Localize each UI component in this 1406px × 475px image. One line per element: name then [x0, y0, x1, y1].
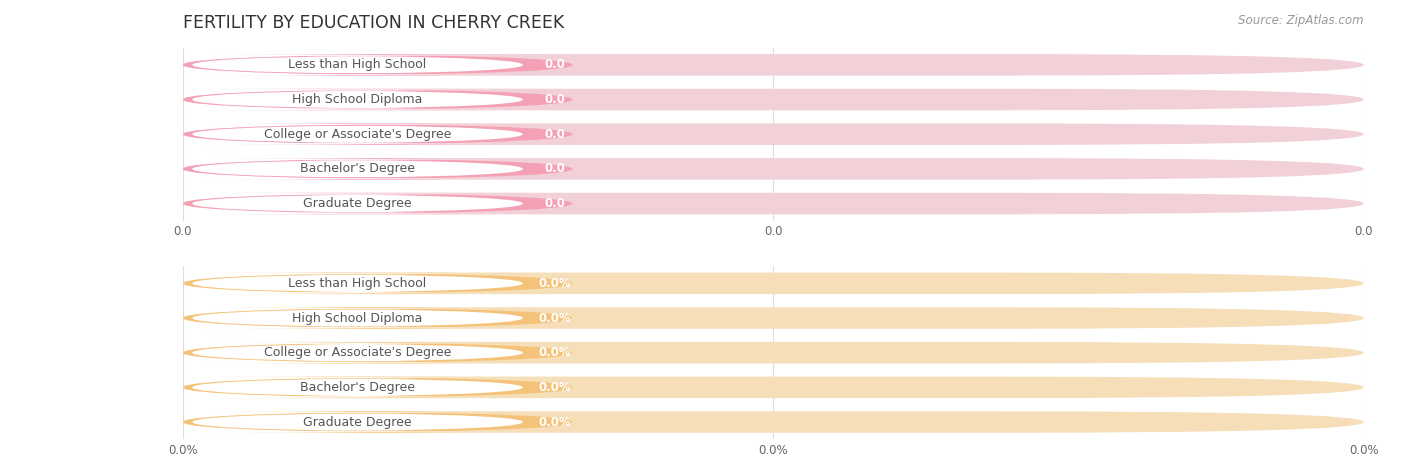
Text: Less than High School: Less than High School: [288, 277, 426, 290]
Text: High School Diploma: High School Diploma: [292, 93, 423, 106]
FancyBboxPatch shape: [183, 273, 572, 294]
FancyBboxPatch shape: [183, 342, 572, 363]
FancyBboxPatch shape: [183, 377, 1364, 398]
Text: High School Diploma: High School Diploma: [292, 312, 423, 324]
FancyBboxPatch shape: [183, 54, 1364, 76]
Text: 0.0%: 0.0%: [538, 312, 571, 324]
FancyBboxPatch shape: [193, 274, 523, 293]
FancyBboxPatch shape: [183, 54, 572, 76]
Text: Graduate Degree: Graduate Degree: [304, 416, 412, 428]
Text: 0.0: 0.0: [544, 197, 565, 210]
Text: 0.0%: 0.0%: [538, 277, 571, 290]
Text: College or Associate's Degree: College or Associate's Degree: [264, 346, 451, 359]
FancyBboxPatch shape: [183, 307, 1364, 329]
FancyBboxPatch shape: [183, 158, 1364, 180]
FancyBboxPatch shape: [183, 411, 1364, 433]
Text: Bachelor's Degree: Bachelor's Degree: [299, 381, 415, 394]
FancyBboxPatch shape: [193, 124, 523, 144]
Text: FERTILITY BY EDUCATION IN CHERRY CREEK: FERTILITY BY EDUCATION IN CHERRY CREEK: [183, 14, 564, 32]
FancyBboxPatch shape: [193, 159, 523, 179]
FancyBboxPatch shape: [183, 307, 572, 329]
Text: 0.0: 0.0: [544, 58, 565, 71]
FancyBboxPatch shape: [193, 412, 523, 432]
Text: 0.0: 0.0: [544, 128, 565, 141]
Text: Graduate Degree: Graduate Degree: [304, 197, 412, 210]
FancyBboxPatch shape: [193, 378, 523, 397]
FancyBboxPatch shape: [183, 411, 572, 433]
FancyBboxPatch shape: [183, 124, 1364, 145]
Text: 0.0%: 0.0%: [538, 416, 571, 428]
Text: 0.0: 0.0: [544, 162, 565, 175]
Text: Less than High School: Less than High School: [288, 58, 426, 71]
Text: College or Associate's Degree: College or Associate's Degree: [264, 128, 451, 141]
Text: 0.0%: 0.0%: [538, 346, 571, 359]
FancyBboxPatch shape: [183, 124, 572, 145]
FancyBboxPatch shape: [183, 89, 572, 110]
FancyBboxPatch shape: [183, 158, 572, 180]
FancyBboxPatch shape: [183, 193, 1364, 214]
FancyBboxPatch shape: [183, 342, 1364, 363]
Text: Bachelor's Degree: Bachelor's Degree: [299, 162, 415, 175]
Text: 0.0%: 0.0%: [538, 381, 571, 394]
Text: Source: ZipAtlas.com: Source: ZipAtlas.com: [1239, 14, 1364, 27]
FancyBboxPatch shape: [183, 273, 1364, 294]
Text: 0.0: 0.0: [544, 93, 565, 106]
FancyBboxPatch shape: [193, 90, 523, 109]
FancyBboxPatch shape: [183, 89, 1364, 110]
FancyBboxPatch shape: [193, 55, 523, 75]
FancyBboxPatch shape: [183, 193, 572, 214]
FancyBboxPatch shape: [193, 308, 523, 328]
FancyBboxPatch shape: [193, 343, 523, 362]
FancyBboxPatch shape: [183, 377, 572, 398]
FancyBboxPatch shape: [193, 194, 523, 213]
